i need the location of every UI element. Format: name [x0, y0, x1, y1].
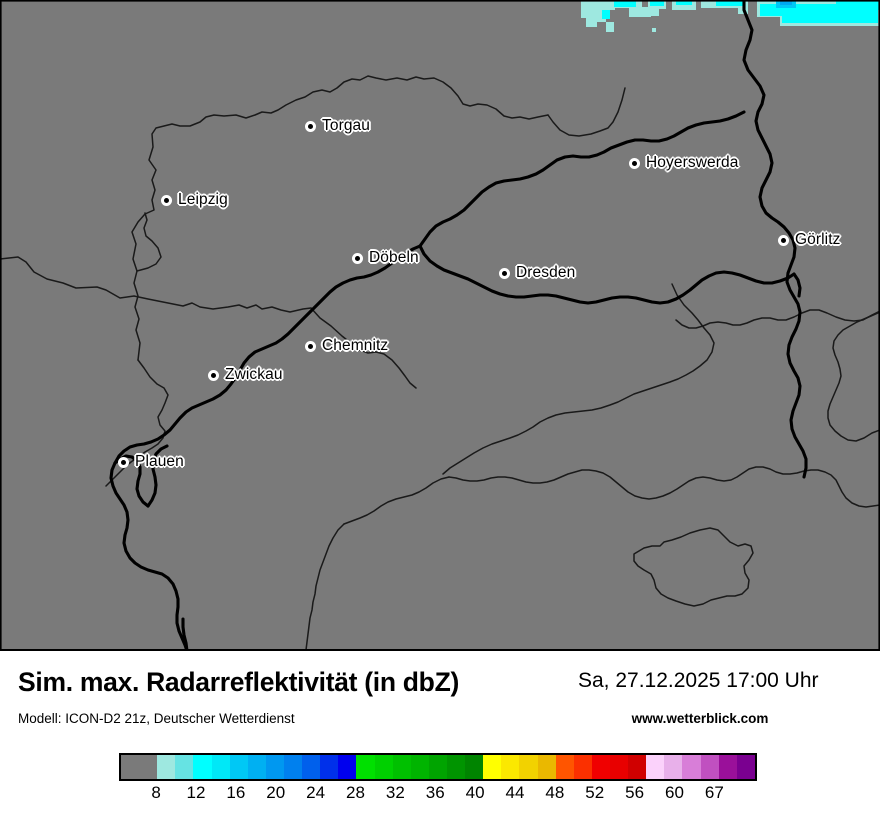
colorbar-tick: 36	[425, 783, 445, 802]
radar-echo-layer	[581, 0, 880, 32]
colorbar-swatch	[374, 755, 393, 779]
colorbar-swatch	[537, 755, 556, 779]
radar-cell	[602, 10, 610, 19]
colorbar-swatch	[320, 755, 339, 779]
city-dot-icon	[161, 194, 172, 206]
colorbar-swatch	[283, 755, 303, 779]
city-dot-icon	[499, 267, 510, 279]
colorbar-swatch	[628, 755, 647, 779]
radar-map-panel: Torgau Leipzig Hoyerswerda Görlitz Döbel…	[0, 0, 880, 651]
city-marker-leipzig: Leipzig	[161, 191, 228, 209]
city-label: Plauen	[135, 453, 184, 470]
colorbar-tick: 12	[186, 783, 206, 802]
radar-cell	[836, 0, 880, 10]
colorbar-swatch	[646, 755, 665, 779]
colorbar-swatch	[591, 755, 610, 779]
page-title: Sim. max. Radarreflektivität (in dbZ)	[18, 667, 459, 697]
city-marker-dresden: Dresden	[499, 264, 575, 282]
colorbar-swatch	[338, 755, 357, 779]
colorbar-swatch	[736, 755, 755, 779]
radar-cell	[614, 0, 636, 7]
colorbar-tick: 24	[306, 783, 326, 802]
website-credit: www.wetterblick.com	[631, 711, 769, 726]
radar-cell	[606, 22, 614, 32]
colorbar-tick-labels: 8 12 16 20 24 28 32 36 40 44 48 52 56 60 67	[119, 783, 757, 809]
colorbar-swatch	[175, 755, 194, 779]
colorbar-swatch	[121, 755, 140, 779]
colorbar-tick: 52	[585, 783, 605, 802]
city-marker-hoyerswerda: Hoyerswerda	[629, 154, 738, 172]
colorbar-tick: 56	[625, 783, 645, 802]
radar-cell	[652, 28, 656, 32]
colorbar-swatch	[392, 755, 411, 779]
city-marker-chemnitz: Chemnitz	[305, 337, 388, 355]
colorbar-tick: 60	[664, 783, 684, 802]
colorbar-swatch	[446, 755, 466, 779]
city-dot-icon	[778, 234, 789, 246]
city-label: Torgau	[322, 117, 370, 134]
title-row: Sim. max. Radarreflektivität (in dbZ) Sa…	[0, 667, 880, 703]
city-marker-doebeln: Döbeln	[352, 249, 419, 267]
colorbar-tick: 32	[385, 783, 405, 802]
internal-borders	[0, 75, 880, 649]
radar-cell	[581, 0, 615, 27]
colorbar-swatch	[302, 755, 321, 779]
city-marker-plauen: Plauen	[118, 453, 184, 471]
colorbar-swatch	[519, 755, 538, 779]
city-dot-icon	[305, 340, 316, 352]
colorbar-swatch	[229, 755, 248, 779]
city-label: Görlitz	[795, 231, 841, 248]
city-dot-icon	[118, 456, 129, 468]
color-scale: 8 12 16 20 24 28 32 36 40 44 48 52 56 60 67	[0, 753, 880, 823]
city-dot-icon	[352, 252, 363, 264]
colorbar-swatch	[501, 755, 520, 779]
valid-datetime: Sa, 27.12.2025 17:00 Uhr	[578, 669, 819, 692]
colorbar-tick: 67	[704, 783, 724, 802]
colorbar-tick: 40	[465, 783, 485, 802]
colorbar-tick: 8	[151, 783, 161, 802]
map-frame	[0, 0, 880, 649]
colorbar-tick: 44	[505, 783, 525, 802]
colorbar-swatch	[664, 755, 683, 779]
colorbar-swatch	[428, 755, 447, 779]
colorbar-swatch	[609, 755, 629, 779]
colorbar-tick: 48	[545, 783, 565, 802]
footer-panel: Sim. max. Radarreflektivität (in dbZ) Sa…	[0, 653, 880, 830]
colorbar-swatch	[157, 755, 176, 779]
colorbar-swatch	[139, 755, 158, 779]
colorbar-swatch	[465, 755, 484, 779]
colorbar-swatch	[211, 755, 230, 779]
colorbar-swatch	[410, 755, 429, 779]
colorbar-tick: 20	[266, 783, 286, 802]
city-label: Zwickau	[225, 366, 283, 383]
colorbar-swatch	[193, 755, 212, 779]
colorbar-tick: 16	[226, 783, 246, 802]
city-dot-icon	[305, 120, 316, 132]
colorbar-swatch	[247, 755, 266, 779]
colorbar-swatch	[555, 755, 574, 779]
city-label: Döbeln	[369, 249, 419, 266]
city-marker-goerlitz: Görlitz	[778, 231, 840, 249]
city-label: Hoyerswerda	[646, 154, 739, 171]
model-subtitle: Modell: ICON-D2 21z, Deutscher Wetterdie…	[18, 711, 295, 726]
colorbar-swatch	[700, 755, 719, 779]
city-dot-icon	[208, 369, 219, 381]
city-dot-icon	[629, 157, 640, 169]
colorbar-swatch	[682, 755, 701, 779]
map-graphic	[0, 0, 880, 649]
city-label: Chemnitz	[322, 337, 389, 354]
colorbar-swatch	[483, 755, 502, 779]
colorbar-swatch	[573, 755, 592, 779]
colorbar	[119, 753, 757, 781]
colorbar-swatch	[718, 755, 737, 779]
colorbar-swatch	[265, 755, 284, 779]
colorbar-tick: 28	[345, 783, 365, 802]
city-label: Leipzig	[178, 191, 228, 208]
city-marker-torgau: Torgau	[305, 117, 370, 135]
colorbar-swatch	[356, 755, 375, 779]
city-label: Dresden	[516, 264, 576, 281]
city-marker-zwickau: Zwickau	[208, 366, 283, 384]
